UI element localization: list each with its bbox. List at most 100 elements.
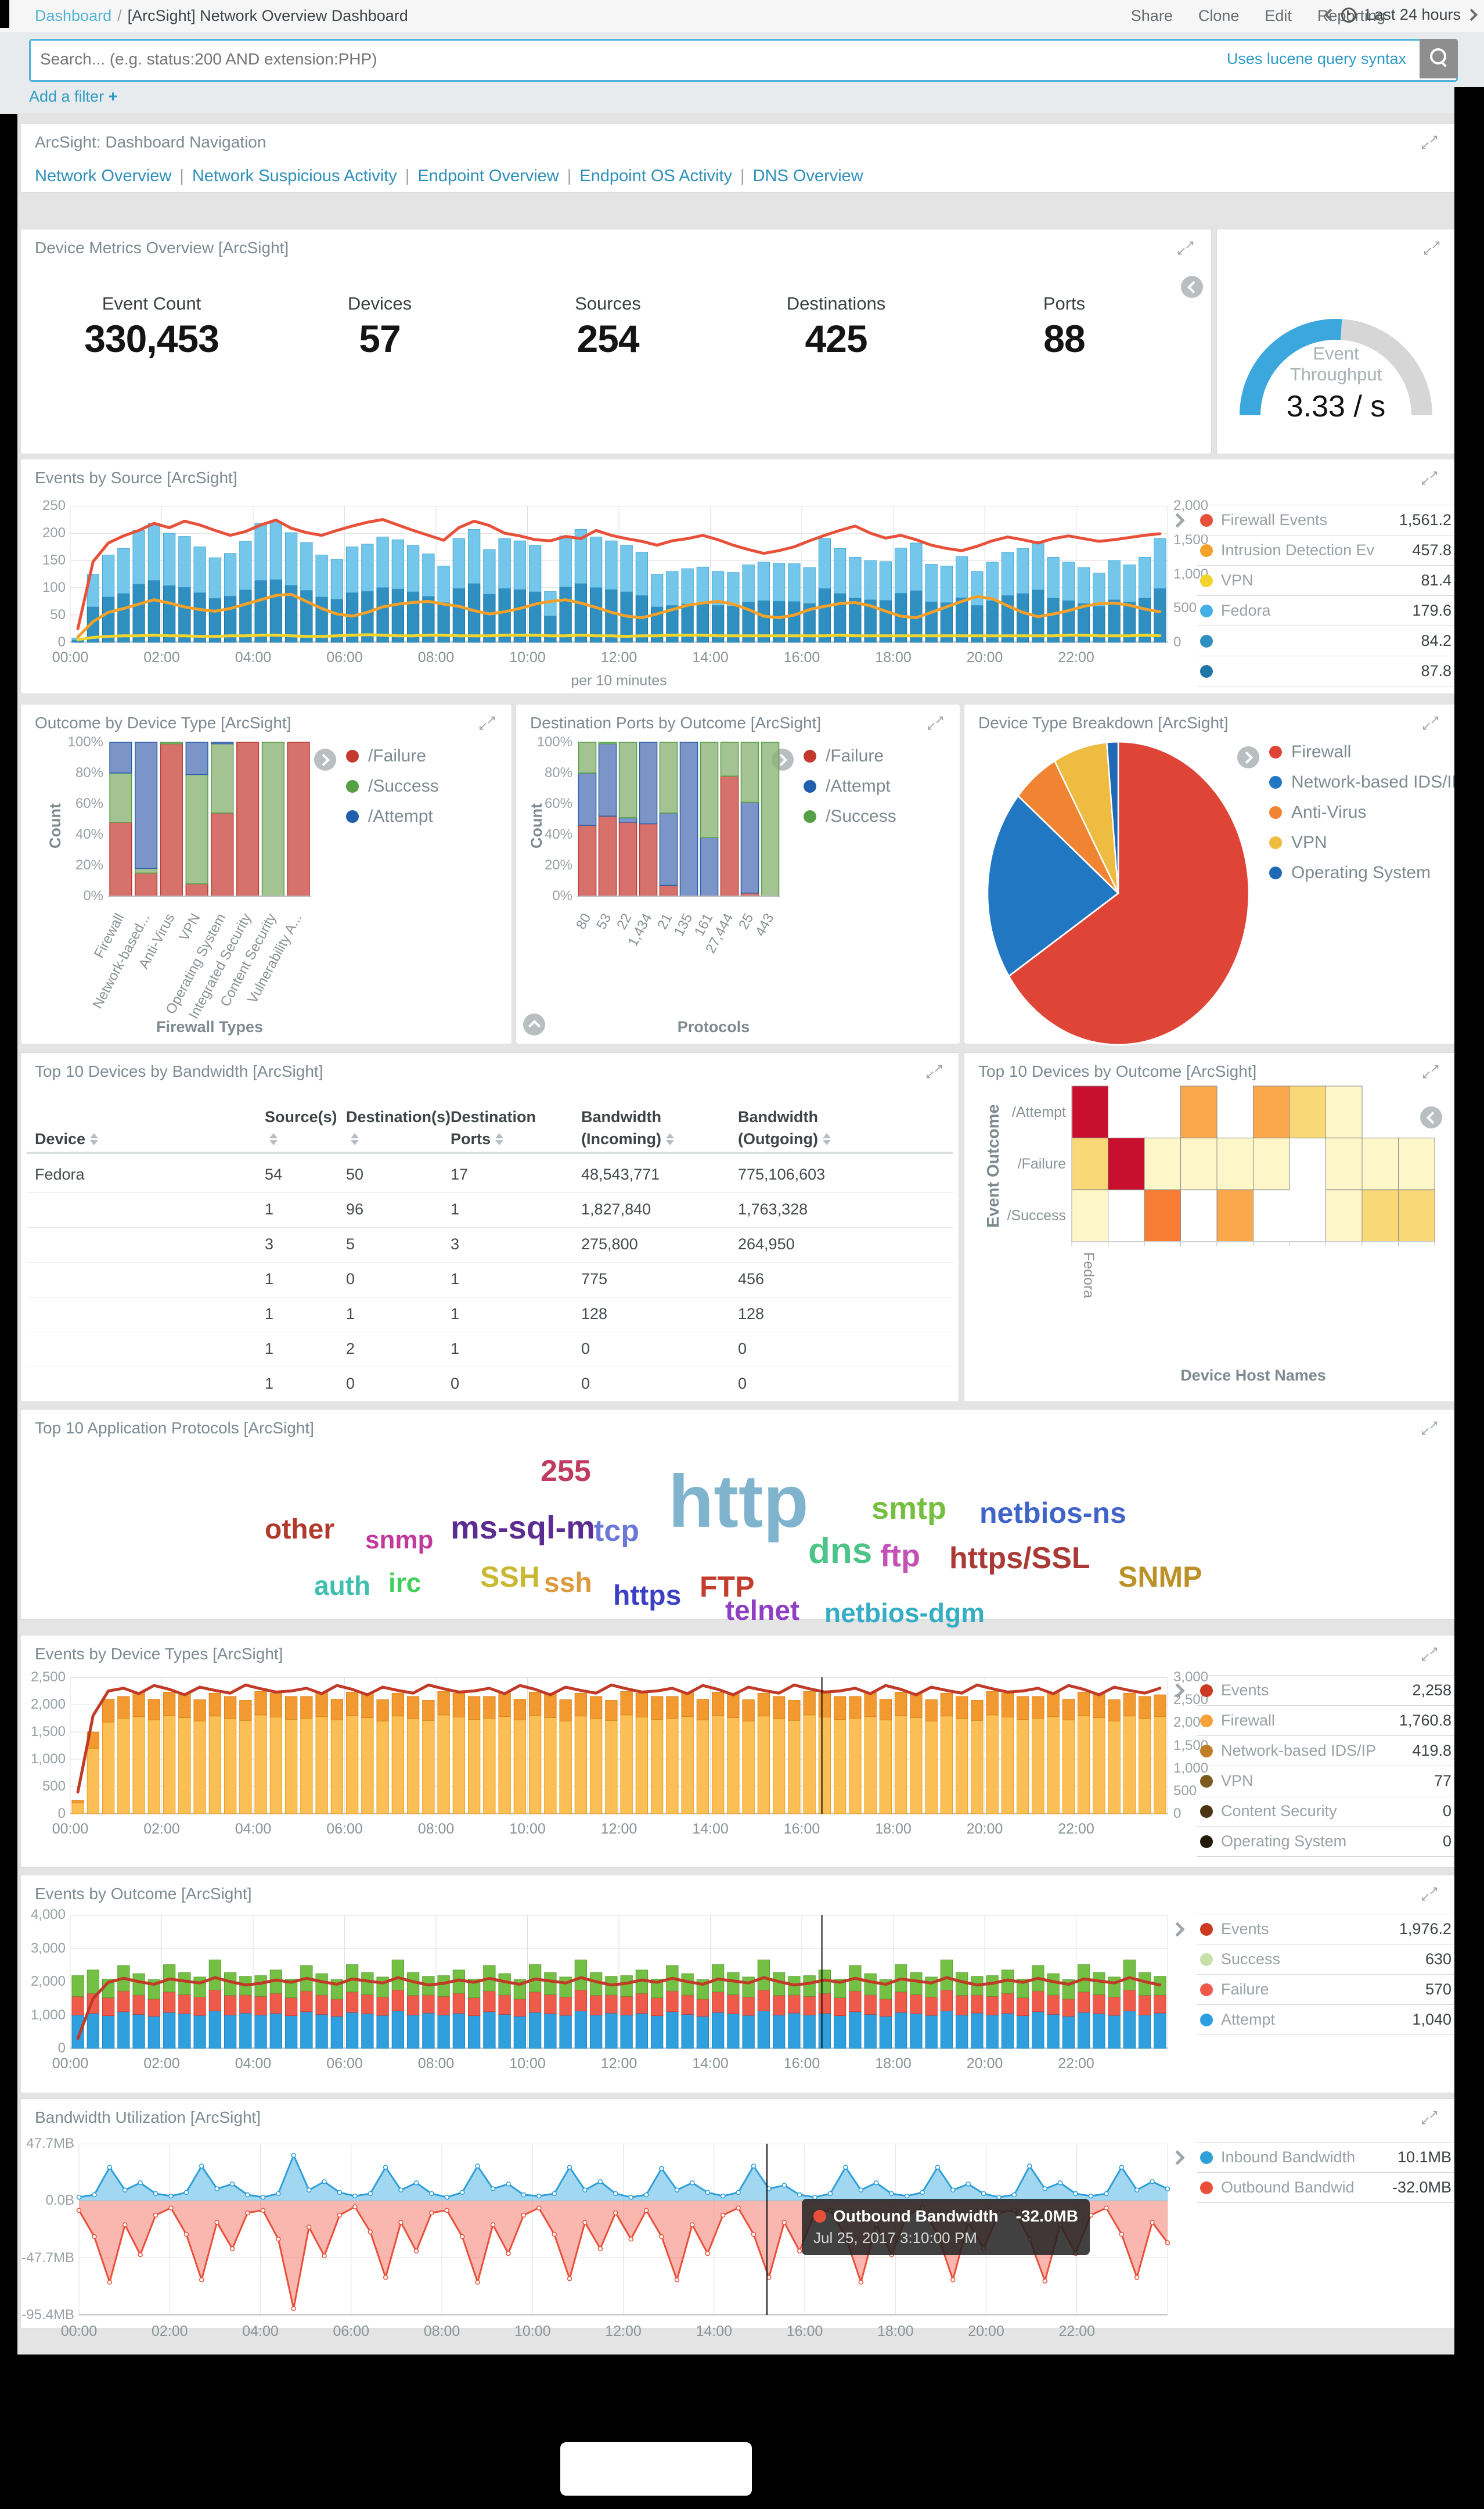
legend-item[interactable]: VPN 77: [1197, 1766, 1455, 1796]
legend-item[interactable]: 87.8: [1197, 656, 1455, 686]
expand-icon[interactable]: ↗ ↙: [926, 713, 945, 733]
legend-toggle-icon[interactable]: [1170, 1922, 1185, 1938]
legend-collapse-button[interactable]: [1237, 746, 1259, 768]
sort-carets-icon[interactable]: [351, 1133, 359, 1146]
legend-item[interactable]: /Success: [804, 807, 896, 826]
nav-link[interactable]: Network Suspicious Activity: [192, 167, 397, 185]
tag-word-telnet[interactable]: telnet: [725, 1595, 800, 1626]
sort-carets-icon[interactable]: [495, 1133, 504, 1146]
tag-word-netbiosdgm[interactable]: netbios-dgm: [824, 1598, 985, 1628]
legend-item[interactable]: VPN 81.4: [1197, 565, 1455, 595]
legend-collapse-button[interactable]: [1181, 276, 1203, 298]
tag-word-httpsSSL[interactable]: https/SSL: [949, 1541, 1090, 1575]
expand-icon[interactable]: ↗ ↙: [1420, 132, 1439, 152]
table-header-1[interactable]: Source(s): [265, 1106, 337, 1151]
expand-icon[interactable]: ↗ ↙: [1420, 1644, 1439, 1664]
tag-word-FTP[interactable]: FTP: [700, 1570, 755, 1603]
expand-icon[interactable]: ↗ ↙: [925, 1062, 943, 1081]
menu-item-clone[interactable]: Clone: [1198, 7, 1240, 24]
legend-collapse-button[interactable]: [1420, 1106, 1442, 1128]
sort-carets-icon[interactable]: [822, 1133, 831, 1146]
legend-item[interactable]: Network-based IDS/IP 419.8: [1197, 1735, 1455, 1766]
device-type-breakdown-chart[interactable]: [964, 728, 1290, 1048]
sort-carets-icon[interactable]: [665, 1133, 674, 1146]
breadcrumb-dashboard-link[interactable]: Dashboard: [35, 7, 112, 24]
nav-link[interactable]: Endpoint Overview: [417, 167, 559, 185]
search-input[interactable]: [39, 43, 1086, 76]
tag-word-ssh[interactable]: ssh: [544, 1568, 592, 1598]
expand-icon[interactable]: ↗ ↙: [1420, 468, 1439, 488]
tag-word-http[interactable]: http: [668, 1460, 809, 1543]
legend-item[interactable]: /Success: [346, 777, 439, 796]
events-by-device-types-chart[interactable]: [70, 1677, 1168, 1821]
top-devices-outcome-heatmap[interactable]: [1071, 1085, 1435, 1249]
legend-item[interactable]: Intrusion Detection Ev 457.8: [1197, 535, 1455, 565]
sort-carets-icon[interactable]: [90, 1133, 99, 1146]
legend-item[interactable]: Inbound Bandwidth 10.1MB: [1197, 2142, 1455, 2172]
table-header-2[interactable]: Destination(s): [346, 1106, 451, 1151]
legend-item[interactable]: Failure 570: [1197, 1974, 1455, 2004]
events-by-source-chart[interactable]: [70, 506, 1168, 649]
legend-item[interactable]: Events 2,258: [1197, 1675, 1455, 1705]
tag-word-snmp[interactable]: snmp: [365, 1526, 434, 1554]
legend-item[interactable]: Anti-Virus: [1269, 803, 1475, 822]
search-button[interactable]: [1420, 39, 1458, 78]
tag-word-smtp[interactable]: smtp: [871, 1491, 947, 1526]
legend-toggle-icon[interactable]: [1170, 513, 1185, 529]
lucene-syntax-link[interactable]: Uses lucene query syntax: [1226, 50, 1406, 67]
tag-word-ftp[interactable]: ftp: [880, 1539, 920, 1573]
nav-link[interactable]: Network Overview: [35, 167, 172, 185]
legend-collapse-button[interactable]: [314, 749, 336, 771]
legend-item[interactable]: Operating System 0: [1197, 1826, 1455, 1857]
expand-icon[interactable]: ↗ ↙: [1420, 1884, 1439, 1904]
legend-toggle-icon[interactable]: [1170, 2150, 1185, 2166]
tag-word-dns[interactable]: dns: [808, 1531, 873, 1571]
nav-link[interactable]: DNS Overview: [752, 167, 863, 185]
tag-word-auth[interactable]: auth: [314, 1570, 371, 1601]
legend-item[interactable]: Fedora 179.6: [1197, 595, 1455, 626]
table-header-3[interactable]: Destination Ports: [451, 1108, 536, 1148]
legend-item[interactable]: Firewall 1,760.8: [1197, 1705, 1455, 1735]
expand-icon[interactable]: ↗ ↙: [1420, 2108, 1439, 2127]
legend-item[interactable]: VPN: [1269, 833, 1475, 853]
time-back-icon[interactable]: [1324, 8, 1337, 21]
time-range-label[interactable]: Last 24 hours: [1366, 6, 1461, 23]
legend-item[interactable]: /Attempt: [346, 807, 439, 826]
tag-word-irc[interactable]: irc: [388, 1568, 422, 1598]
sort-carets-icon[interactable]: [269, 1133, 278, 1146]
tag-word-netbiosns[interactable]: netbios-ns: [979, 1497, 1126, 1529]
legend-item[interactable]: /Attempt: [804, 777, 896, 796]
menu-item-edit[interactable]: Edit: [1265, 7, 1292, 24]
legend-item[interactable]: Firewall: [1269, 742, 1475, 762]
expand-icon[interactable]: ↗ ↙: [1422, 238, 1441, 258]
legend-item[interactable]: Content Security 0: [1197, 1796, 1455, 1826]
legend-item[interactable]: Network-based IDS/IPS: [1269, 772, 1475, 792]
events-by-outcome-chart[interactable]: [70, 1915, 1168, 2055]
legend-item[interactable]: Success 630: [1197, 1944, 1455, 1974]
legend-item[interactable]: Operating System: [1269, 863, 1475, 883]
tag-word-tcp[interactable]: tcp: [594, 1514, 639, 1548]
tag-word-mssqlm[interactable]: ms-sql-m: [451, 1509, 595, 1545]
event-throughput-gauge[interactable]: [1229, 276, 1443, 434]
table-header-4[interactable]: Bandwidth (Incoming): [581, 1106, 703, 1151]
tag-word-other[interactable]: other: [265, 1514, 334, 1545]
tag-word-https[interactable]: https: [613, 1580, 682, 1611]
table-header-5[interactable]: Bandwidth (Outgoing): [738, 1106, 860, 1151]
table-header-0[interactable]: Device: [35, 1128, 244, 1151]
add-filter-link[interactable]: Add a filter +: [29, 88, 118, 105]
legend-item[interactable]: Firewall Events 1,561.2: [1197, 505, 1455, 535]
expand-icon[interactable]: ↗ ↙: [1176, 238, 1195, 258]
destination-ports-chart[interactable]: [577, 742, 780, 903]
nav-link[interactable]: Endpoint OS Activity: [579, 167, 733, 185]
time-forward-icon[interactable]: [1465, 8, 1478, 21]
legend-item[interactable]: 84.2: [1197, 626, 1455, 656]
expand-icon[interactable]: ↗ ↙: [1421, 1062, 1440, 1081]
menu-item-share[interactable]: Share: [1130, 7, 1173, 24]
outcome-by-device-type-chart[interactable]: [108, 742, 311, 903]
legend-item[interactable]: Attempt 1,040: [1197, 2004, 1455, 2035]
legend-item[interactable]: Events 1,976.2: [1197, 1914, 1455, 1944]
legend-item[interactable]: Outbound Bandwid -32.0MB: [1197, 2172, 1455, 2203]
expand-icon[interactable]: ↗ ↙: [1420, 1418, 1439, 1438]
expand-icon[interactable]: ↗ ↙: [478, 713, 496, 733]
tag-word-255[interactable]: 255: [541, 1454, 591, 1488]
